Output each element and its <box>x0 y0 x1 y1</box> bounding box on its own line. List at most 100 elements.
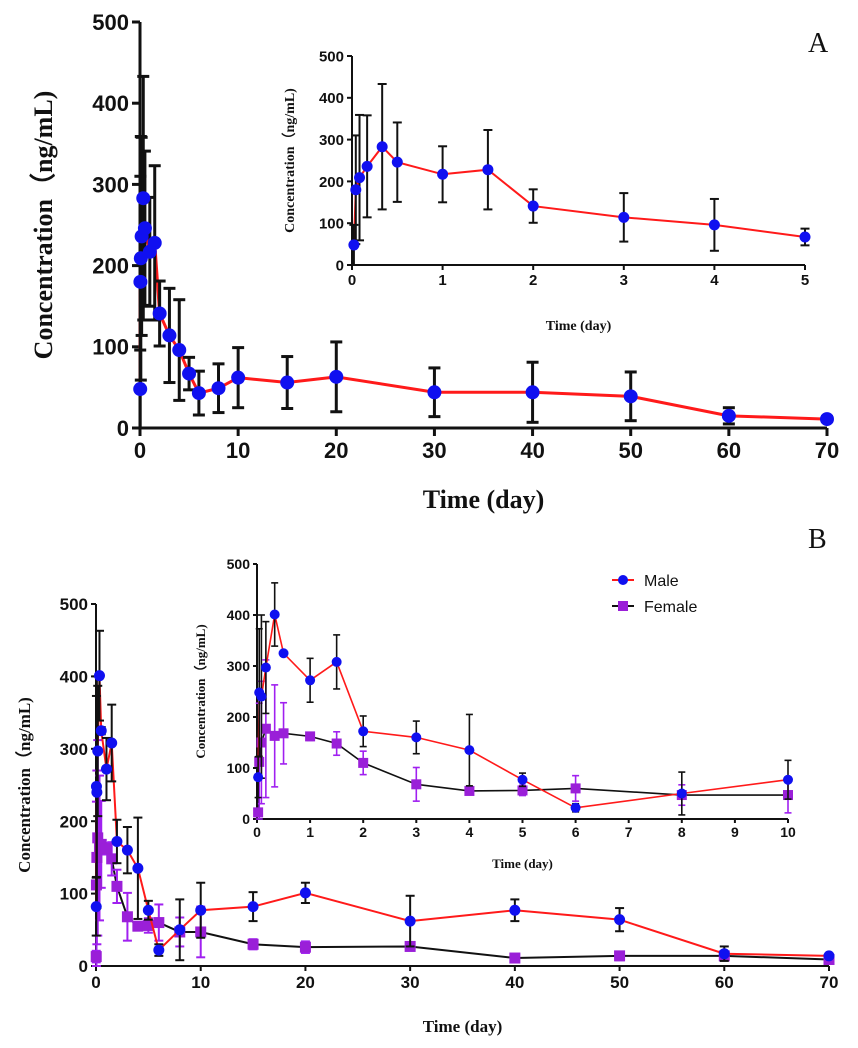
data-point <box>253 772 264 783</box>
x-tick-label: 0 <box>91 973 100 992</box>
data-point <box>106 737 118 749</box>
data-point <box>437 168 449 180</box>
data-point <box>211 381 226 396</box>
data-point <box>182 366 197 381</box>
data-point <box>142 904 154 916</box>
y-tick-label: 400 <box>92 91 129 116</box>
data-point <box>133 382 148 397</box>
data-point <box>525 385 540 400</box>
data-point <box>111 880 123 892</box>
data-point <box>90 951 102 963</box>
data-point <box>147 235 162 250</box>
x-tick-label: 0 <box>348 272 356 289</box>
data-point <box>191 386 206 401</box>
data-point <box>121 911 133 923</box>
data-point <box>799 231 811 243</box>
x-tick-label: 4 <box>466 824 474 840</box>
data-point <box>136 191 151 206</box>
data-point <box>464 785 475 796</box>
data-point <box>411 732 422 743</box>
data-point <box>509 952 521 964</box>
y-tick-label: 100 <box>92 335 129 360</box>
data-point <box>404 915 416 927</box>
data-point <box>718 948 730 960</box>
x-tick-label: 2 <box>359 824 367 840</box>
y-tick-label: 400 <box>227 607 251 623</box>
data-point <box>142 919 154 931</box>
data-point <box>358 757 369 768</box>
data-point <box>121 844 133 856</box>
data-point <box>783 774 793 785</box>
chart-A-inset: 0 1 2 3 4 5 0 100 200 300 400 500 Time (day) Concentr… <box>282 48 811 334</box>
data-point <box>391 156 403 168</box>
data-point <box>260 723 271 734</box>
x-tick-label: 5 <box>801 272 809 289</box>
x-tick-label: 40 <box>505 973 524 992</box>
y-tick-label: 500 <box>60 595 88 614</box>
x-tick-label: 10 <box>226 438 250 463</box>
x-tick-label: 9 <box>731 824 739 840</box>
data-point <box>172 343 187 358</box>
x-tick-label: 50 <box>610 973 629 992</box>
x-tick-label: 8 <box>678 824 686 840</box>
x-tick-label: 4 <box>710 272 719 289</box>
data-point <box>174 924 186 936</box>
y-axis-label: Concentration（ng/mL) <box>193 624 208 758</box>
y-tick-label: 100 <box>60 885 88 904</box>
x-tick-label: 30 <box>422 438 446 463</box>
data-point <box>482 164 494 176</box>
data-point <box>100 843 112 855</box>
data-point <box>509 904 521 916</box>
data-point <box>278 728 289 739</box>
data-point <box>708 219 720 231</box>
y-tick-label: 200 <box>60 812 88 831</box>
y-tick-label: 200 <box>319 174 344 191</box>
data-point <box>361 160 373 172</box>
y-axis-label: Concentration（ng/mL) <box>14 697 34 873</box>
data-point <box>299 887 311 899</box>
data-point <box>517 785 528 796</box>
x-tick-label: 2 <box>529 272 537 289</box>
y-tick-label: 500 <box>319 48 344 65</box>
data-point <box>153 944 165 956</box>
data-point <box>820 412 834 427</box>
data-point <box>106 853 118 865</box>
data-point <box>676 788 687 799</box>
data-point <box>100 763 112 775</box>
legend-label: Male <box>644 573 679 590</box>
y-tick-label: 400 <box>319 90 344 107</box>
data-point <box>91 786 103 798</box>
data-point <box>247 938 259 950</box>
data-point <box>111 835 123 847</box>
x-axis-label: Time (day) <box>546 319 612 334</box>
y-tick-label: 300 <box>319 132 344 149</box>
x-tick-label: 50 <box>618 438 642 463</box>
x-tick-label: 60 <box>717 438 741 463</box>
data-point <box>278 648 289 659</box>
data-point <box>570 802 581 813</box>
x-tick-label: 5 <box>519 824 527 840</box>
x-tick-label: 20 <box>324 438 348 463</box>
x-tick-label: 6 <box>572 824 580 840</box>
y-axis-label: Concentration（ng/mL) <box>282 88 298 233</box>
data-point <box>618 211 630 223</box>
x-tick-label: 20 <box>296 973 315 992</box>
data-point <box>253 807 264 818</box>
y-tick-label: 300 <box>60 740 88 759</box>
data-point <box>464 745 475 756</box>
y-tick-label: 200 <box>92 254 129 279</box>
data-point <box>823 950 835 962</box>
x-tick-label: 10 <box>191 973 210 992</box>
x-tick-label: 1 <box>306 824 314 840</box>
x-tick-label: 1 <box>438 272 446 289</box>
x-axis-label: Time (day) <box>423 1017 503 1036</box>
data-point <box>305 731 316 742</box>
data-point <box>299 941 311 953</box>
legend-item-female: Female <box>612 599 697 616</box>
data-point <box>305 675 316 686</box>
data-point <box>153 917 165 929</box>
data-point <box>517 774 528 785</box>
